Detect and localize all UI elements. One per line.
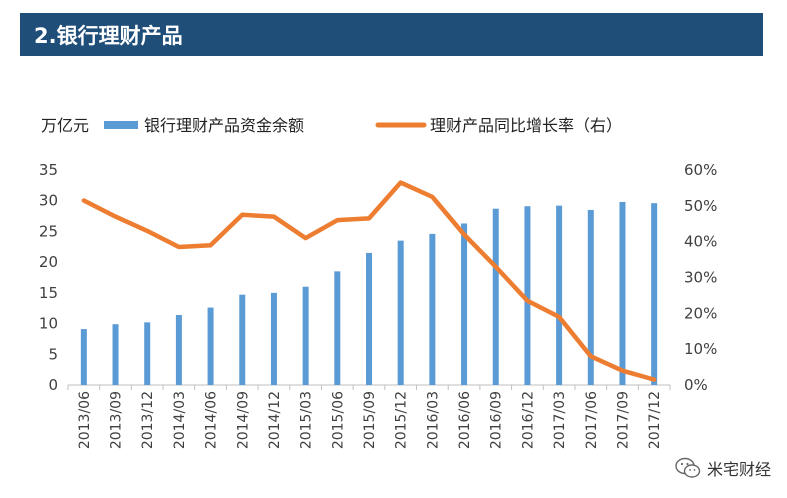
wechat-icon [675, 457, 701, 478]
bar [239, 294, 246, 385]
bar [366, 252, 372, 385]
x-tick-label: 2014/09 [235, 391, 251, 449]
left-tick-label: 5 [48, 345, 58, 363]
legend-line-label: 理财产品同比增长率（右） [430, 116, 622, 135]
right-tick-label: 0% [684, 376, 708, 394]
x-tick-label: 2015/12 [394, 391, 410, 449]
x-tick-label: 2014/03 [172, 391, 188, 449]
bar [429, 233, 436, 385]
x-tick-label: 2016/09 [489, 391, 505, 449]
section-title: 2.银行理财产品 [34, 23, 183, 48]
bar [302, 286, 309, 385]
x-tick-label: 2016/03 [425, 391, 441, 449]
x-tick-label: 2016/12 [520, 391, 536, 449]
x-tick-label: 2017/06 [584, 391, 600, 449]
right-tick-label: 40% [684, 233, 717, 251]
bar [144, 322, 151, 385]
watermark: 米宅财经 [675, 456, 771, 480]
left-tick-label: 35 [39, 161, 58, 179]
x-tick-label: 2017/09 [615, 391, 631, 449]
left-tick-label: 0 [48, 376, 58, 394]
bar [207, 307, 214, 385]
x-tick-label: 2015/09 [362, 391, 378, 449]
left-tick-label: 30 [39, 192, 58, 210]
x-tick-label: 2017/12 [647, 391, 663, 449]
bar [175, 314, 182, 385]
x-tick-label: 2016/06 [457, 391, 473, 449]
bar [397, 240, 404, 385]
x-tick-label: 2014/12 [267, 391, 283, 449]
bar [524, 206, 531, 385]
x-tick-label: 2015/06 [330, 391, 346, 449]
bar [334, 271, 341, 385]
right-tick-label: 10% [684, 340, 717, 358]
left-tick-label: 25 [39, 222, 58, 240]
bar [587, 209, 594, 385]
bar [651, 203, 658, 385]
legend-bar-swatch [104, 121, 138, 129]
x-tick-label: 2014/06 [204, 391, 220, 449]
right-tick-label: 50% [684, 197, 717, 215]
bar [619, 201, 626, 385]
legend-bar-label: 银行理财产品资金余额 [144, 116, 304, 135]
x-tick-label: 2013/09 [109, 391, 125, 449]
bar [556, 205, 563, 385]
bar [461, 223, 468, 385]
bar [492, 208, 499, 385]
right-tick-label: 30% [684, 269, 717, 287]
y-unit-label: 万亿元 [41, 116, 89, 135]
x-tick-label: 2013/06 [77, 391, 93, 449]
bar [80, 329, 87, 385]
bar [270, 292, 277, 385]
left-tick-label: 10 [39, 315, 58, 333]
section-header: 2.银行理财产品 [20, 13, 763, 56]
right-tick-label: 20% [684, 304, 717, 322]
bar [112, 324, 119, 385]
x-tick-label: 2013/12 [140, 391, 156, 449]
x-tick-label: 2015/03 [299, 391, 315, 449]
x-tick-label: 2017/03 [552, 391, 568, 449]
watermark-text: 米宅财经 [706, 460, 771, 479]
left-tick-label: 20 [39, 253, 58, 271]
left-tick-label: 15 [39, 284, 58, 302]
right-tick-label: 60% [684, 161, 717, 179]
